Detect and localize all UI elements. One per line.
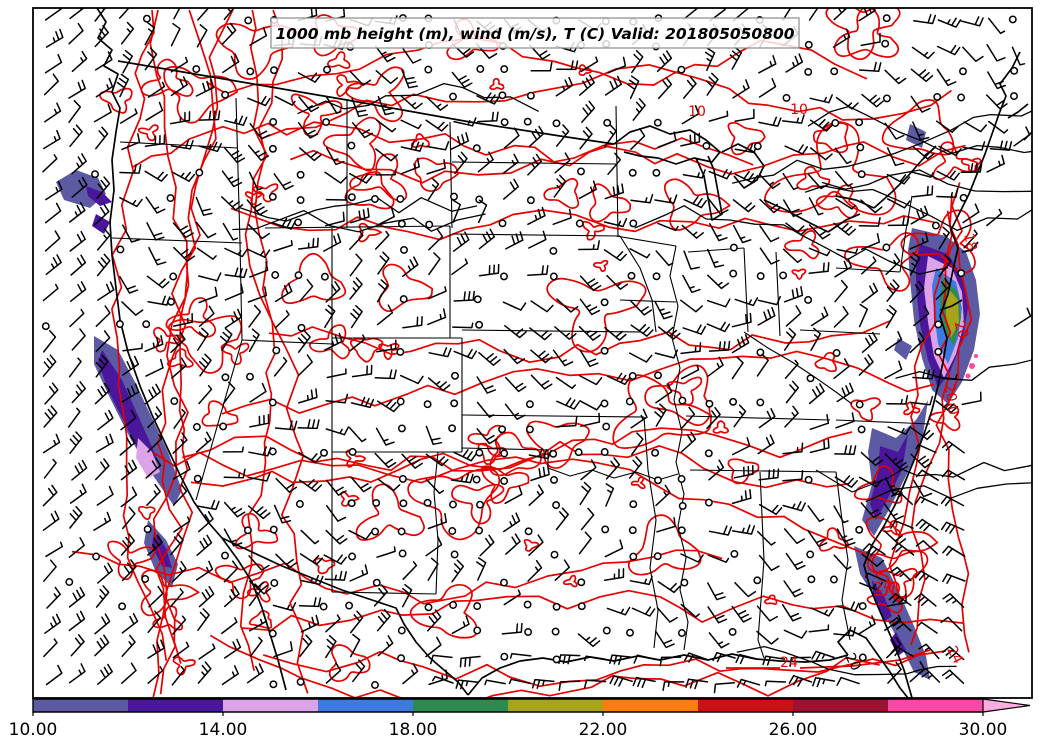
state-border [433,451,462,595]
contour-label: 24 [943,643,966,666]
lake-superior [613,125,721,165]
state-border [241,339,333,345]
colorbar-segment [508,699,603,712]
colorbar-segment [128,699,223,712]
colorbar-segment [413,699,508,712]
colorbar-segment [698,699,793,712]
map-background [33,8,1032,698]
shaded-temperature-regions [56,124,980,680]
pacific-coast [96,8,287,691]
state-border [835,419,931,425]
state-border [451,161,617,165]
colorbar-segment [223,699,318,712]
state-border [743,331,853,405]
black-height-contours [232,82,1032,676]
state-border [757,471,765,659]
atlantic-coast [863,51,1021,698]
state-border [669,245,689,651]
mexico-border [221,537,469,696]
figure-title: 1000 mb height (m), wind (m/s), T (C) Va… [275,25,794,43]
state-border [119,141,239,149]
state-border [899,195,913,273]
plot-layers: 10 10 18 20 20.0 24 24 24 20 [33,8,1032,698]
state-border [775,251,781,337]
state-border [799,329,881,335]
contour-label: 20.0 [941,383,961,416]
colorbar-tick-label: 30.00 [959,720,1008,740]
state-border [195,339,243,501]
state-border [743,247,749,333]
title-box-background [270,17,800,49]
contour-label: 24 [873,577,894,596]
colorbar-tick-label: 18.00 [389,720,438,740]
state-border [461,447,549,451]
contour-label: 24 [780,655,798,671]
colorbar-outline [32,698,983,713]
contour-label: 10 [790,102,808,118]
long-island [939,299,963,311]
red-contour-labels: 10 10 18 20 20.0 24 24 24 [688,102,980,671]
state-border [235,97,241,244]
colorbar-tick-label: 22.00 [579,720,628,740]
ne-border [827,213,861,233]
state-border [449,121,453,229]
title-box: 1000 mb height (m), wind (m/s), T (C) Va… [270,17,800,49]
state-border [689,469,837,473]
colorbar: 10.00 14.00 18.00 22.00 26.00 30.00 [9,698,1031,740]
state-border [615,105,619,237]
black-contour-labels: 20 [841,650,863,673]
map-frame [32,7,1033,699]
state-border [451,233,621,237]
state-border [643,416,659,649]
contour-label: 20 [841,650,863,673]
state-border [239,242,243,341]
map-plot-area: 10 10 18 20 20.0 24 24 24 20 [33,8,1032,698]
state-border [835,471,851,641]
cape-cod [961,241,979,253]
st-lawrence [873,145,937,209]
contour-label: 18 [960,232,979,253]
colorbar-tick-label: 10.00 [9,720,58,740]
state-border [685,415,831,421]
colorbar-tick-label: 14.00 [199,720,248,740]
state-border [619,299,677,303]
colorbar-over-arrow [982,698,1031,713]
geography-borders [96,8,1032,698]
contour-label: 20 [950,319,971,341]
colorbar-segment [33,699,128,712]
state-border [331,591,437,595]
lake-erie [763,199,829,233]
state-border [264,225,451,229]
state-border [615,235,677,247]
canada-border [117,60,615,145]
colorbar-segment [603,699,698,712]
colorbar-segment [318,699,413,712]
colorbar-segment [888,699,983,712]
state-border [111,237,243,244]
contour-label: 10 [688,104,706,120]
florida-west [837,629,909,698]
colorbar-tick-label: 26.00 [769,720,818,740]
lake-huron [721,143,765,189]
colorbar-segment [793,699,888,712]
state-border [815,465,909,493]
state-border [619,235,657,333]
